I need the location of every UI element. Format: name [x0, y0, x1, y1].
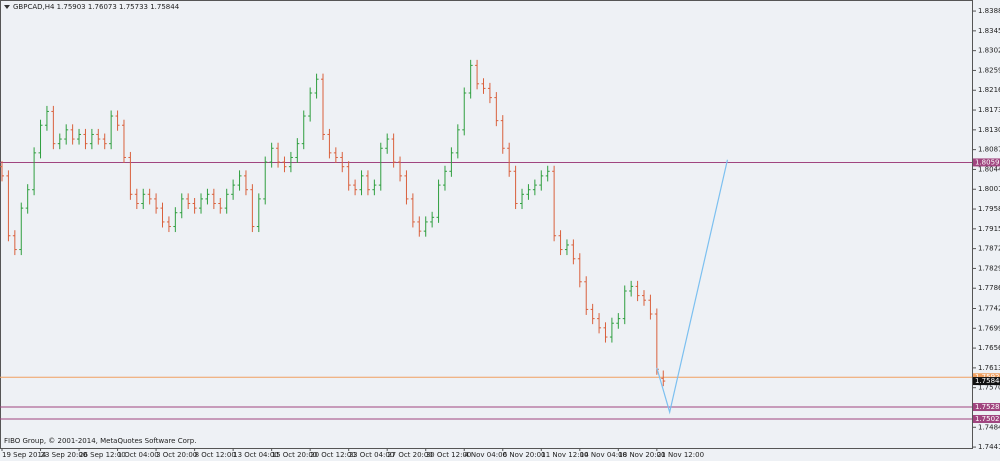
x-tick-label: 30 Oct 12:00 — [426, 451, 472, 459]
y-tick-label: 1.82160 — [978, 86, 1000, 94]
current-price-tag — [973, 377, 1000, 386]
y-tick-label: 1.79580 — [978, 205, 1000, 213]
y-tick-label: 1.78290 — [978, 264, 1000, 272]
y-tick-label: 1.81300 — [978, 126, 1000, 134]
y-tick-label: 1.83880 — [978, 7, 1000, 15]
y-tick-label: 1.76990 — [978, 324, 1000, 332]
y-tick-label: 1.76560 — [978, 344, 1000, 352]
level-tag — [973, 158, 1000, 167]
x-tick-label: 8 Oct 12:00 — [195, 451, 236, 459]
copyright: FIBO Group, © 2001-2014, MetaQuotes Soft… — [4, 437, 196, 445]
y-tick-label: 1.78720 — [978, 245, 1000, 253]
y-tick-label: 1.80010 — [978, 185, 1000, 193]
level-label: 1.75280 — [975, 403, 1000, 411]
x-tick-label: 23 Sep 20:00 — [41, 451, 88, 459]
x-tick-label: 15 Oct 20:00 — [272, 451, 318, 459]
chart-title: GBPCAD,H4 1.75903 1.76073 1.75733 1.7584… — [13, 3, 180, 11]
y-tick-label: 1.80870 — [978, 146, 1000, 154]
x-tick-label: 13 Oct 04:00 — [233, 451, 279, 459]
x-tick-label: 3 Oct 20:00 — [156, 451, 197, 459]
current-price-label: 1.75844 — [975, 377, 1000, 385]
y-tick-label: 1.74410 — [978, 443, 1000, 451]
x-tick-label: 19 Sep 2014 — [2, 451, 47, 459]
level-tag — [973, 414, 1000, 423]
x-tick-label: 27 Oct 20:00 — [387, 451, 433, 459]
x-tick-label: 4 Nov 04:00 — [464, 451, 507, 459]
x-tick-label: 26 Sep 12:00 — [79, 451, 126, 459]
y-tick-label: 1.74840 — [978, 423, 1000, 431]
level-label: 1.75020 — [975, 415, 1000, 423]
x-tick-label: 6 Nov 20:00 — [503, 451, 546, 459]
trend-line — [656, 159, 729, 415]
y-tick-label: 1.79150 — [978, 225, 1000, 233]
y-tick-label: 1.75700 — [978, 384, 1000, 392]
y-tick-label: 1.76130 — [978, 364, 1000, 372]
plot-frame — [0, 0, 973, 449]
menu-arrow — [4, 5, 10, 9]
y-tick-label: 1.82590 — [978, 66, 1000, 74]
level-label: 1.80592 — [975, 158, 1000, 166]
x-tick-label: 14 Nov 04:00 — [580, 451, 627, 459]
x-tick-label: 21 Nov 12:00 — [657, 451, 704, 459]
y-tick-label: 1.77420 — [978, 304, 1000, 312]
y-tick-label: 1.83020 — [978, 47, 1000, 55]
level-tag — [973, 403, 1000, 412]
y-tick-label: 1.83450 — [978, 27, 1000, 35]
x-tick-label: 23 Oct 04:00 — [349, 451, 395, 459]
x-tick-label: 18 Nov 20:00 — [618, 451, 665, 459]
x-tick-label: 11 Nov 12:00 — [541, 451, 588, 459]
x-tick-label: 1 Oct 04:00 — [118, 451, 159, 459]
y-tick-label: 1.81730 — [978, 106, 1000, 114]
y-tick-label: 1.77860 — [978, 284, 1000, 292]
y-tick-label: 1.80440 — [978, 165, 1000, 173]
x-tick-label: 20 Oct 12:00 — [310, 451, 356, 459]
